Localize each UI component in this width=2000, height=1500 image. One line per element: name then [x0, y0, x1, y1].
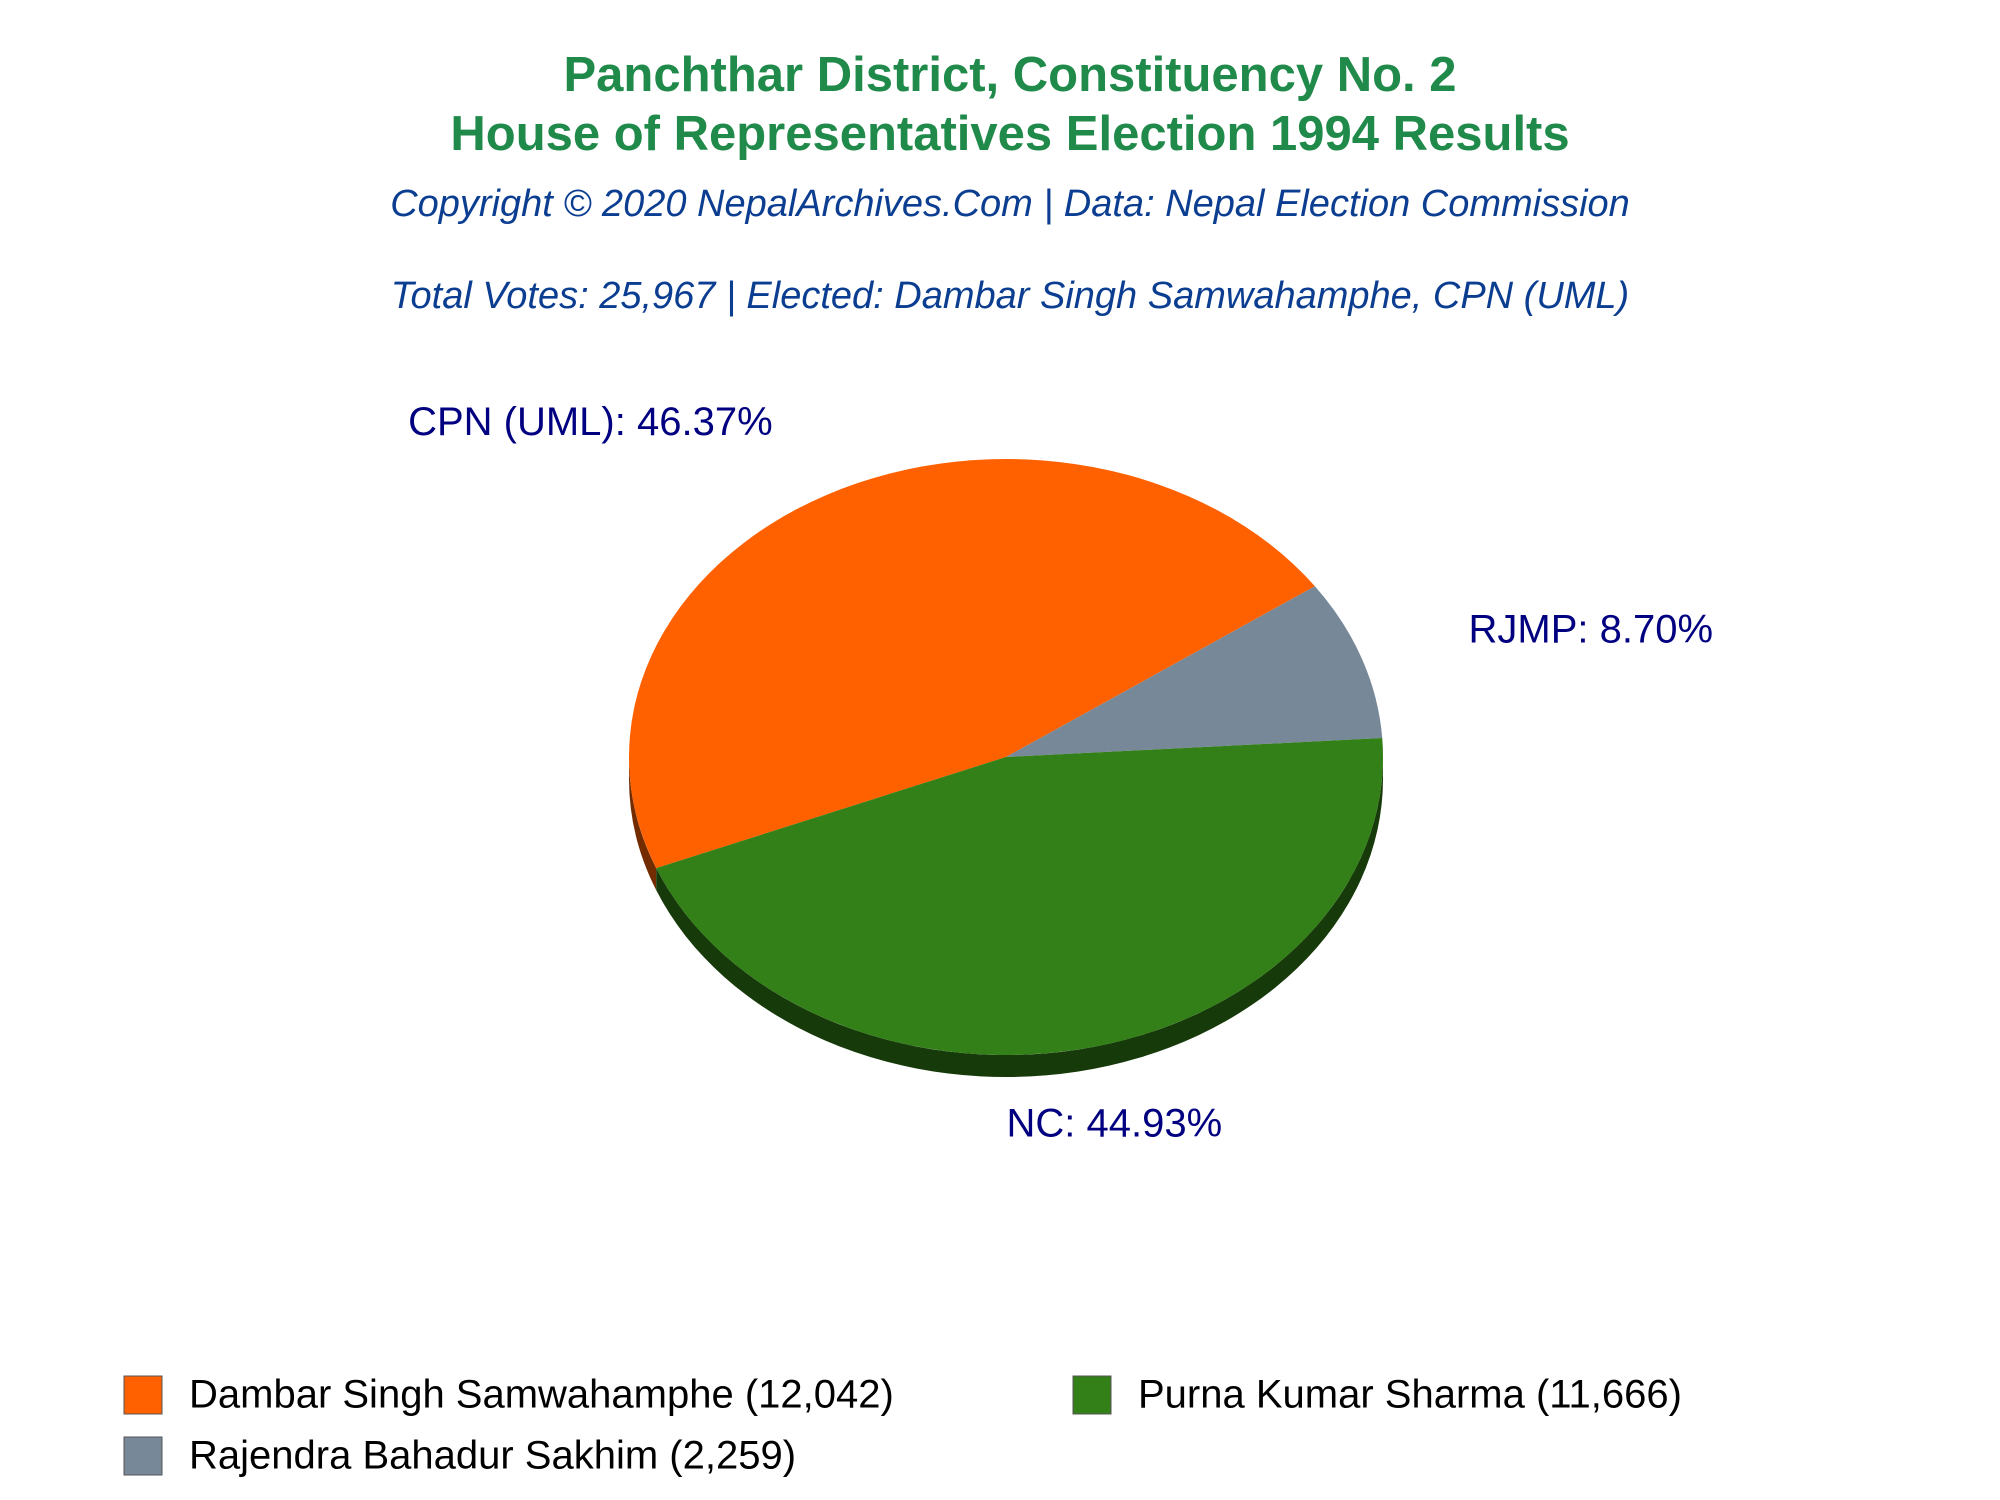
data-label: NC: 44.93%: [1007, 1102, 1223, 1146]
data-label: RJMP: 8.70%: [1469, 607, 1714, 651]
chart-title: House of Representatives Election 1994 R…: [450, 107, 1569, 161]
legend-label: Dambar Singh Samwahamphe (12,042): [189, 1373, 894, 1417]
chart-subtitle: Total Votes: 25,967 | Elected: Dambar Si…: [391, 275, 1629, 317]
data-label: CPN (UML): 46.37%: [408, 400, 773, 444]
legend-label: Purna Kumar Sharma (11,666): [1138, 1373, 1682, 1417]
legend-label: Rajendra Bahadur Sakhim (2,259): [189, 1434, 796, 1478]
chart-title: Panchthar District, Constituency No. 2: [563, 48, 1456, 102]
pie-slice: [629, 459, 1315, 869]
legend-swatch: [123, 1375, 163, 1415]
pie-slice: [656, 738, 1383, 1055]
chart-subtitle: Copyright © 2020 NepalArchives.Com | Dat…: [390, 183, 1630, 225]
legend-swatch: [123, 1436, 163, 1476]
pie-side: [629, 757, 657, 891]
legend-swatch: [1072, 1375, 1112, 1415]
pie-slice: [1006, 586, 1383, 757]
